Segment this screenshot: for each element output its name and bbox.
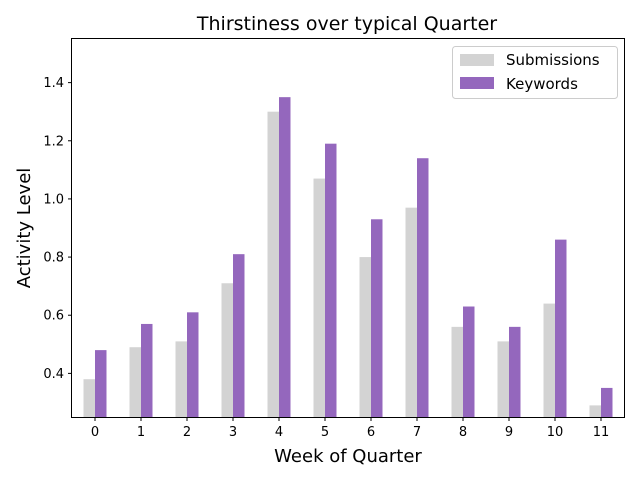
x-tick-label: 3 [229,425,237,440]
legend-swatch-submissions [460,54,494,66]
bar-keywords-week-1 [141,323,153,417]
chart-title: Thirstiness over typical Quarter [196,13,497,35]
bar-submissions-week-9 [497,341,509,417]
y-axis-ticks: 0.4 0.6 0.8 1.0 1.2 1.4 [43,76,72,382]
bar-keywords-week-2 [187,312,199,417]
y-tick-label: 1.2 [43,134,64,149]
x-axis-ticks: 0 1 2 3 4 5 6 7 8 9 10 11 [91,417,609,440]
legend-swatch-keywords [460,77,494,89]
y-tick-label: 0.6 [43,309,64,324]
y-tick-label: 0.8 [43,251,64,266]
bar-group [83,97,613,418]
bar-keywords-week-6 [371,219,383,417]
bar-submissions-week-0 [83,379,95,417]
bar-submissions-week-8 [451,326,463,417]
x-tick-label: 10 [547,425,564,440]
y-tick-label: 0.4 [43,367,64,382]
bar-submissions-week-10 [543,303,555,417]
bar-submissions-week-1 [129,347,141,417]
x-tick-label: 11 [593,425,610,440]
bar-submissions-week-11 [589,405,601,417]
bar-submissions-week-2 [175,341,187,417]
x-tick-label: 2 [183,425,191,440]
bar-keywords-week-4 [279,97,291,418]
legend-label-keywords: Keywords [506,75,578,93]
plot-frame [71,38,625,418]
x-tick-label: 4 [275,425,283,440]
bar-keywords-week-10 [555,239,567,417]
legend-label-submissions: Submissions [506,51,600,69]
bar-keywords-week-11 [601,387,613,417]
bar-submissions-week-7 [405,207,417,417]
y-tick-label: 1.0 [43,192,64,207]
bar-keywords-week-9 [509,326,521,417]
x-tick-label: 0 [91,425,99,440]
bar-keywords-week-8 [463,306,475,417]
x-tick-label: 6 [367,425,375,440]
bar-submissions-week-4 [267,111,279,417]
bar-submissions-week-3 [221,283,233,417]
bar-keywords-week-3 [233,254,245,417]
legend: Submissions Keywords [452,46,618,99]
bar-keywords-week-5 [325,143,337,417]
x-tick-label: 5 [321,425,329,440]
bar-submissions-week-5 [313,178,325,417]
x-tick-label: 9 [505,425,513,440]
x-tick-label: 7 [413,425,421,440]
bar-keywords-week-7 [417,158,429,417]
x-tick-label: 8 [459,425,467,440]
bar-keywords-week-0 [95,350,107,417]
y-axis-label: Activity Level [14,168,35,289]
x-tick-label: 1 [137,425,145,440]
y-tick-label: 1.4 [43,76,64,91]
x-axis-label: Week of Quarter [274,446,422,467]
bar-submissions-week-6 [359,257,371,417]
